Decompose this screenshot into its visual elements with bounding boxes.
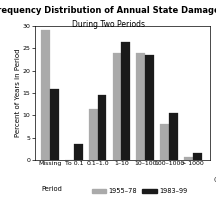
Bar bbox=[50, 89, 59, 160]
Bar bbox=[169, 113, 178, 160]
Bar bbox=[98, 95, 106, 160]
Bar bbox=[137, 53, 145, 160]
Bar bbox=[193, 153, 202, 160]
Bar bbox=[121, 42, 130, 160]
Text: Period: Period bbox=[41, 186, 62, 192]
Text: (millions): (millions) bbox=[213, 177, 216, 182]
Bar bbox=[113, 53, 121, 160]
Bar bbox=[89, 109, 98, 160]
Bar bbox=[184, 157, 193, 160]
Bar bbox=[145, 55, 154, 160]
Text: During Two Periods: During Two Periods bbox=[71, 20, 145, 29]
Bar bbox=[74, 144, 83, 160]
Text: Frequency Distribution of Annual State Damages: Frequency Distribution of Annual State D… bbox=[0, 6, 216, 15]
Bar bbox=[160, 124, 169, 160]
Legend: 1955–78, 1983–99: 1955–78, 1983–99 bbox=[89, 186, 190, 197]
Y-axis label: Percent of Years in Period: Percent of Years in Period bbox=[15, 49, 21, 137]
Bar bbox=[41, 30, 50, 160]
